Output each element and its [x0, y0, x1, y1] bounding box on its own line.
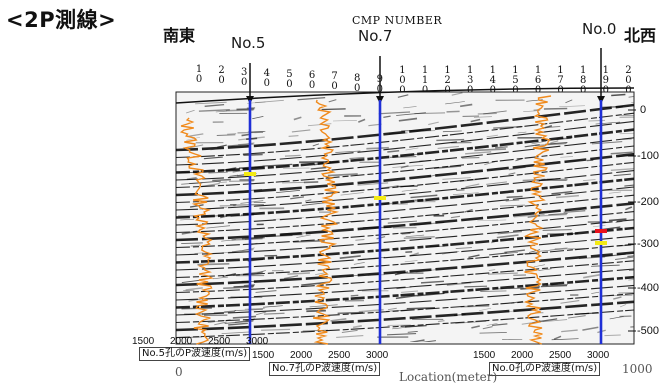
velocity-logs: [179, 95, 552, 345]
depth-tick: 0: [640, 104, 647, 116]
page-title: <2P測線>: [6, 8, 117, 32]
velocity-tick-label: 2000: [290, 350, 313, 361]
ground-surface-line: [175, 87, 635, 104]
depth-tick: -100: [637, 150, 660, 162]
velocity-caption: No.7孔のP波速度(m/s): [269, 362, 381, 376]
cmp-number-header: CMP NUMBER: [352, 14, 443, 27]
depth-tick: -400: [637, 282, 660, 294]
location-axis-label: Location(meter): [399, 370, 498, 384]
velocity-tick-label: 3000: [587, 350, 610, 361]
velocity-tick-label: 2500: [549, 350, 572, 361]
well-label-no5: No.5: [231, 34, 266, 52]
direction-southeast-label: 南東: [163, 26, 196, 45]
velocity-tick-label: 1500: [252, 350, 275, 361]
depth-tick: -200: [637, 196, 660, 208]
well-label-no7: No.7: [358, 27, 393, 45]
velocity-caption: No.0孔のP波速度(m/s): [489, 362, 601, 376]
velocity-tick-label: 1500: [132, 336, 155, 347]
velocity-tick-label: 3000: [246, 336, 269, 347]
depth-tick: -500: [637, 325, 660, 337]
depth-tick-marks: [628, 109, 636, 332]
well-label-no0: No.0: [582, 20, 617, 38]
velocity-tick-label: 2000: [170, 336, 193, 347]
velocity-tick-label: 2500: [208, 336, 231, 347]
velocity-tick-label: 2500: [328, 350, 351, 361]
velocity-tick-label: 2000: [511, 350, 534, 361]
reflector-layer: [176, 91, 634, 342]
depth-tick: -300: [637, 238, 660, 250]
velocity-tick-label: 1500: [473, 350, 496, 361]
location-tick: 1000: [622, 362, 653, 376]
section-frame: [175, 91, 635, 345]
well-lines: [244, 48, 607, 344]
velocity-caption: No.5孔のP波速度(m/s): [139, 347, 251, 361]
velocity-tick-label: 3000: [366, 350, 389, 361]
direction-northwest-label: 北西: [624, 26, 657, 45]
location-tick: 0: [175, 365, 183, 379]
